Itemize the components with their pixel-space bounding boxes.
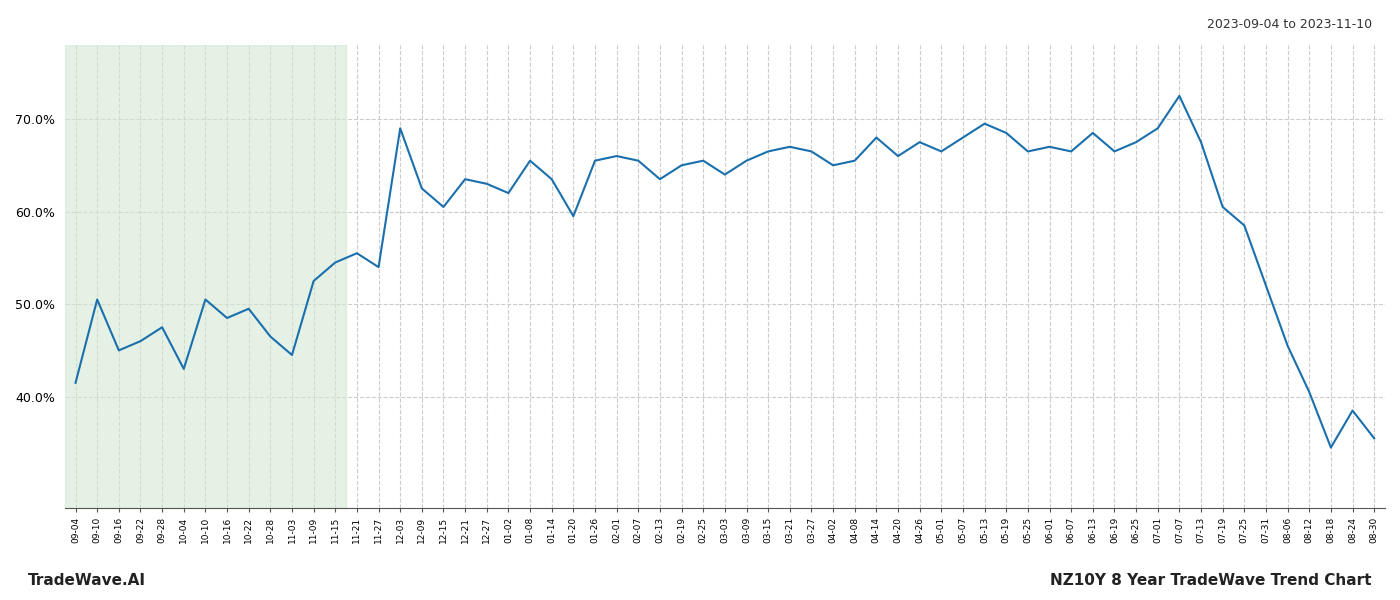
Bar (64, 45, 346, 508)
Text: TradeWave.AI: TradeWave.AI (28, 573, 146, 588)
Text: NZ10Y 8 Year TradeWave Trend Chart: NZ10Y 8 Year TradeWave Trend Chart (1050, 573, 1372, 588)
Text: 2023-09-04 to 2023-11-10: 2023-09-04 to 2023-11-10 (1207, 18, 1372, 31)
